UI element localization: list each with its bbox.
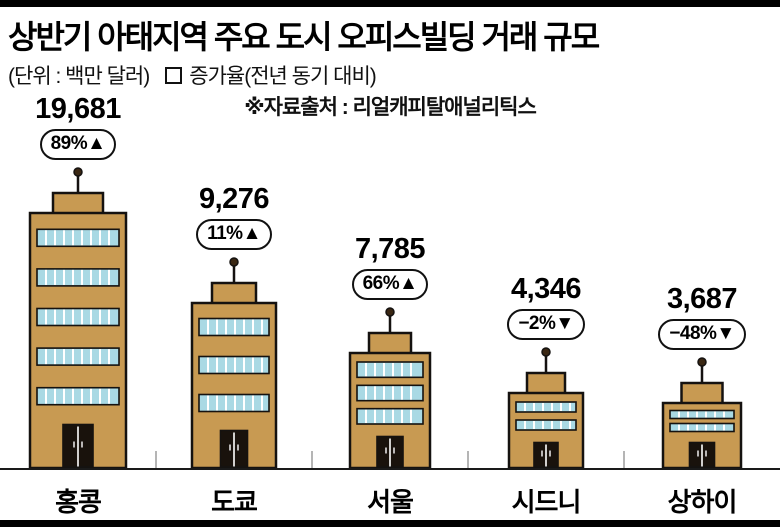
building-illustration [624, 355, 780, 470]
top-border-rule [0, 0, 780, 7]
meta-row: (단위 : 백만 달러) 증가율(전년 동기 대비) [8, 60, 377, 90]
legend-box-icon [165, 66, 183, 84]
category-label: 시드니 [511, 487, 582, 517]
category-label: 서울 [367, 487, 414, 517]
chart-column-3: 7,785 66%▲ [312, 100, 468, 470]
page-title: 상반기 아태지역 주요 도시 오피스빌딩 거래 규모 [8, 19, 600, 55]
category-divider [311, 451, 313, 468]
growth-legend: 증가율(전년 동기 대비) [165, 60, 377, 90]
chart-column-1: 19,681 89%▲ [0, 93, 156, 470]
category-divider [467, 451, 469, 468]
category-label: 홍콩 [55, 487, 102, 517]
building-graphic [28, 167, 128, 470]
building-illustration [0, 165, 156, 470]
bottom-border-rule [0, 520, 780, 527]
growth-badge: −2%▼ [507, 309, 585, 340]
growth-badge: −48%▼ [658, 319, 746, 350]
chart-column-5: 3,687 −48%▼ [624, 100, 780, 470]
building-graphic [348, 307, 432, 470]
category-divider [623, 451, 625, 468]
building-illustration [312, 305, 468, 470]
building-illustration [468, 345, 624, 470]
chart-column-2: 9,276 11%▲ [156, 100, 312, 470]
chart-column-4: 4,346 −2%▼ [468, 100, 624, 470]
category-label: 도쿄 [211, 487, 258, 517]
building-graphic [190, 257, 278, 470]
unit-label: (단위 : 백만 달러) [8, 65, 150, 88]
building-illustration [156, 255, 312, 470]
growth-badge: 11%▲ [196, 219, 272, 250]
value-label: 4,346 [510, 273, 582, 306]
category-labels-row: 홍콩 도쿄 서울 시드니 상하이 [0, 482, 780, 519]
building-graphic [507, 347, 585, 470]
legend-label: 증가율(전년 동기 대비) [189, 65, 377, 88]
source-note: ※자료출처 : 리얼캐피탈애널리틱스 [244, 96, 537, 119]
value-label: 7,785 [354, 233, 426, 266]
value-label: 19,681 [35, 93, 121, 126]
value-label: 9,276 [198, 183, 270, 216]
value-label: 3,687 [666, 283, 738, 316]
category-label: 상하이 [667, 487, 738, 517]
growth-badge: 89%▲ [39, 129, 117, 160]
building-graphic [661, 357, 743, 470]
growth-badge: 66%▲ [351, 269, 429, 300]
bar-chart: 19,681 89%▲ 9,276 11%▲ 7,785 66%▲ 4,346 −2%▼ 3,6… [0, 93, 780, 470]
category-divider [155, 451, 157, 468]
